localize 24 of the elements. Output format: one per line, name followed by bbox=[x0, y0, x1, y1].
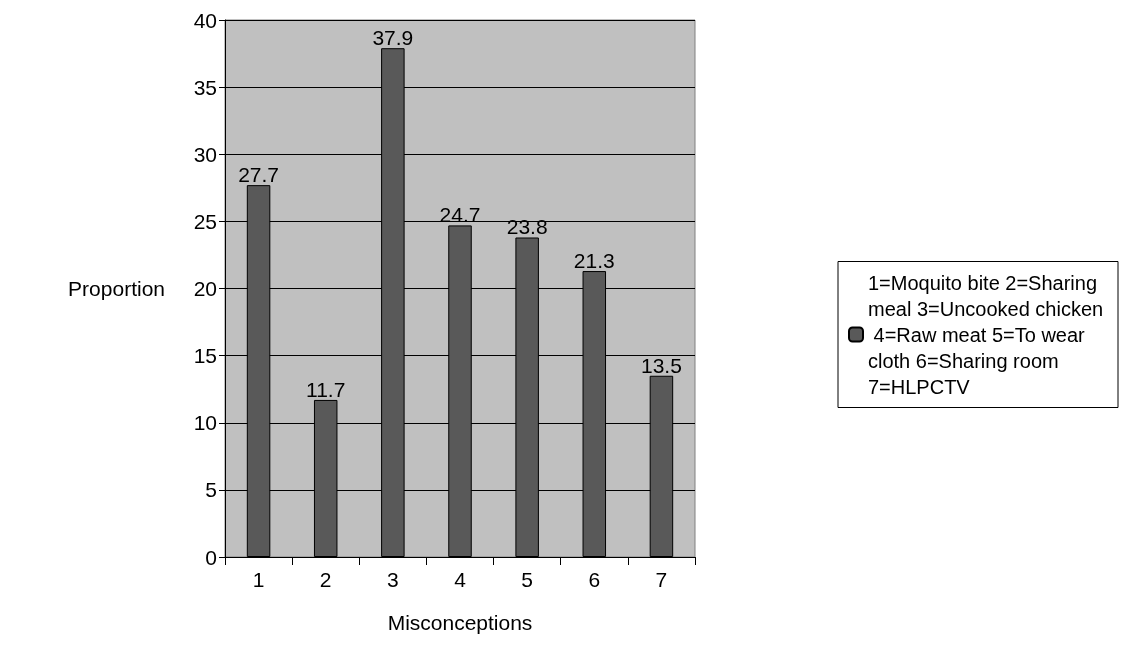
y-tick-label: 40 bbox=[193, 8, 217, 32]
y-tick-label: 35 bbox=[193, 75, 217, 99]
y-tick-label: 20 bbox=[193, 277, 217, 300]
data-label: 27.7 bbox=[238, 163, 280, 187]
y-axis-title: Proportion bbox=[68, 277, 165, 300]
x-tick-label: 3 bbox=[387, 568, 399, 591]
data-label: 11.7 bbox=[306, 377, 346, 401]
x-tick-label: 6 bbox=[588, 568, 601, 591]
y-tick-label: 25 bbox=[193, 209, 217, 233]
data-label: 21.3 bbox=[573, 249, 615, 273]
data-label: 13.5 bbox=[640, 353, 682, 377]
data-label: 37.9 bbox=[372, 26, 414, 50]
y-tick-label: 5 bbox=[205, 478, 217, 502]
x-axis-title: Misconceptions bbox=[387, 611, 533, 634]
x-tick-label: 2 bbox=[319, 568, 332, 591]
x-tick-label: 4 bbox=[454, 568, 467, 591]
y-tick-label: 30 bbox=[193, 142, 217, 166]
x-tick-label: 5 bbox=[521, 568, 533, 591]
x-tick-label: 1 bbox=[252, 568, 265, 591]
legend-label: 1=Moquito bite 2=Sharing meal 3=Uncooked chicken 4=Raw meat 5=To wear cloth 6=Sharing room 7=HLPCTV bbox=[868, 271, 1104, 398]
y-tick-label: 10 bbox=[193, 411, 217, 435]
y-tick-label: 0 bbox=[205, 545, 217, 569]
x-tick-label: 7 bbox=[655, 568, 668, 591]
y-tick-label: 15 bbox=[193, 344, 217, 368]
